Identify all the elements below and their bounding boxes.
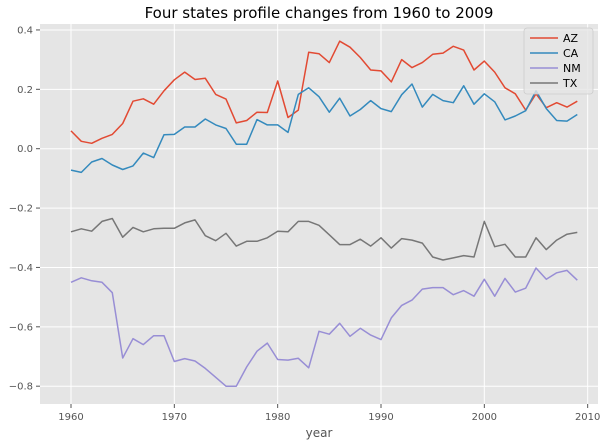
y-tick-label: −0.2: [9, 204, 33, 215]
x-tick-label: 1960: [58, 412, 83, 423]
legend-box: [523, 27, 594, 95]
legend: AZ CA NM TX: [523, 27, 594, 95]
legend-label-tx: TX: [562, 77, 578, 90]
y-tick-label: 0.0: [17, 144, 33, 155]
x-axis-ticks: 1960 1970 1980 1990 2000 2010: [58, 404, 600, 423]
legend-label-az: AZ: [563, 32, 579, 45]
y-tick-label: −0.8: [9, 382, 33, 393]
series-line-az: [70, 40, 578, 145]
x-tick-label: 1980: [265, 412, 290, 423]
y-tick-label: −0.6: [9, 322, 33, 333]
y-tick-label: 0.4: [17, 25, 33, 36]
series-line-nm: [70, 267, 578, 387]
x-tick-label: 2010: [575, 412, 600, 423]
x-axis-label: year: [306, 426, 333, 440]
series-lines: [70, 40, 578, 387]
y-tick-label: −0.4: [9, 263, 33, 274]
legend-label-ca: CA: [563, 47, 579, 60]
series-line-ca: [70, 83, 578, 174]
x-tick-label: 1970: [162, 412, 187, 423]
y-axis-ticks: −0.8 −0.6 −0.4 −0.2 0.0 0.2 0.4: [9, 25, 40, 393]
x-tick-label: 2000: [472, 412, 497, 423]
chart-title: Four states profile changes from 1960 to…: [145, 4, 494, 22]
y-tick-label: 0.2: [17, 85, 33, 96]
x-tick-label: 1990: [368, 412, 393, 423]
plot-background: [40, 24, 598, 404]
legend-label-nm: NM: [563, 62, 581, 75]
series-line-tx: [70, 217, 578, 261]
